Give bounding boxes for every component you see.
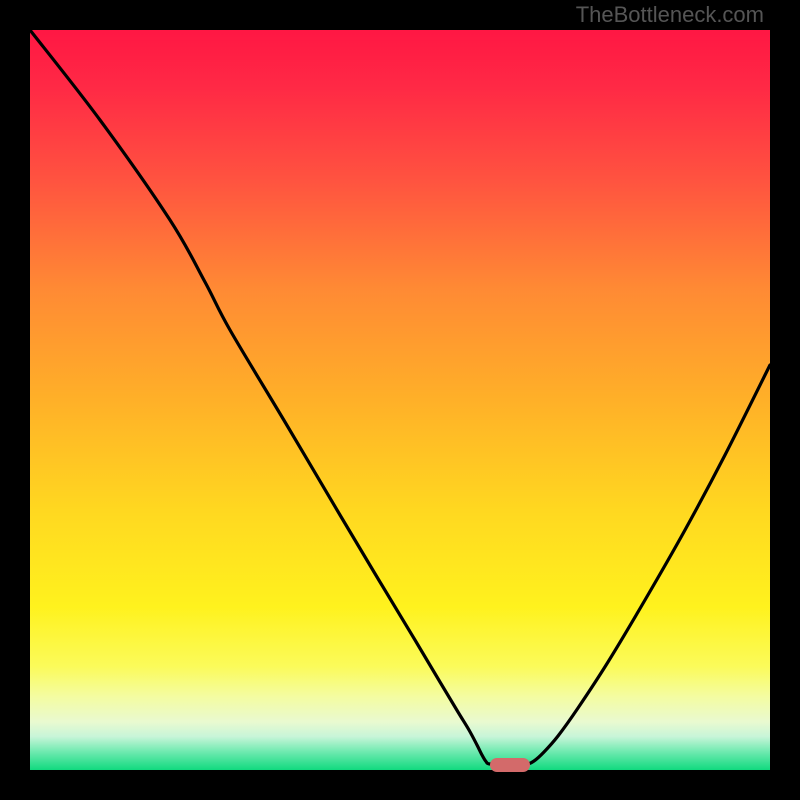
attribution-text: TheBottleneck.com [576, 2, 764, 28]
plot-area [30, 30, 770, 770]
bottleneck-marker [490, 758, 530, 772]
bottleneck-curve [30, 30, 770, 764]
curve-svg [30, 30, 770, 770]
chart-frame: TheBottleneck.com [0, 0, 800, 800]
